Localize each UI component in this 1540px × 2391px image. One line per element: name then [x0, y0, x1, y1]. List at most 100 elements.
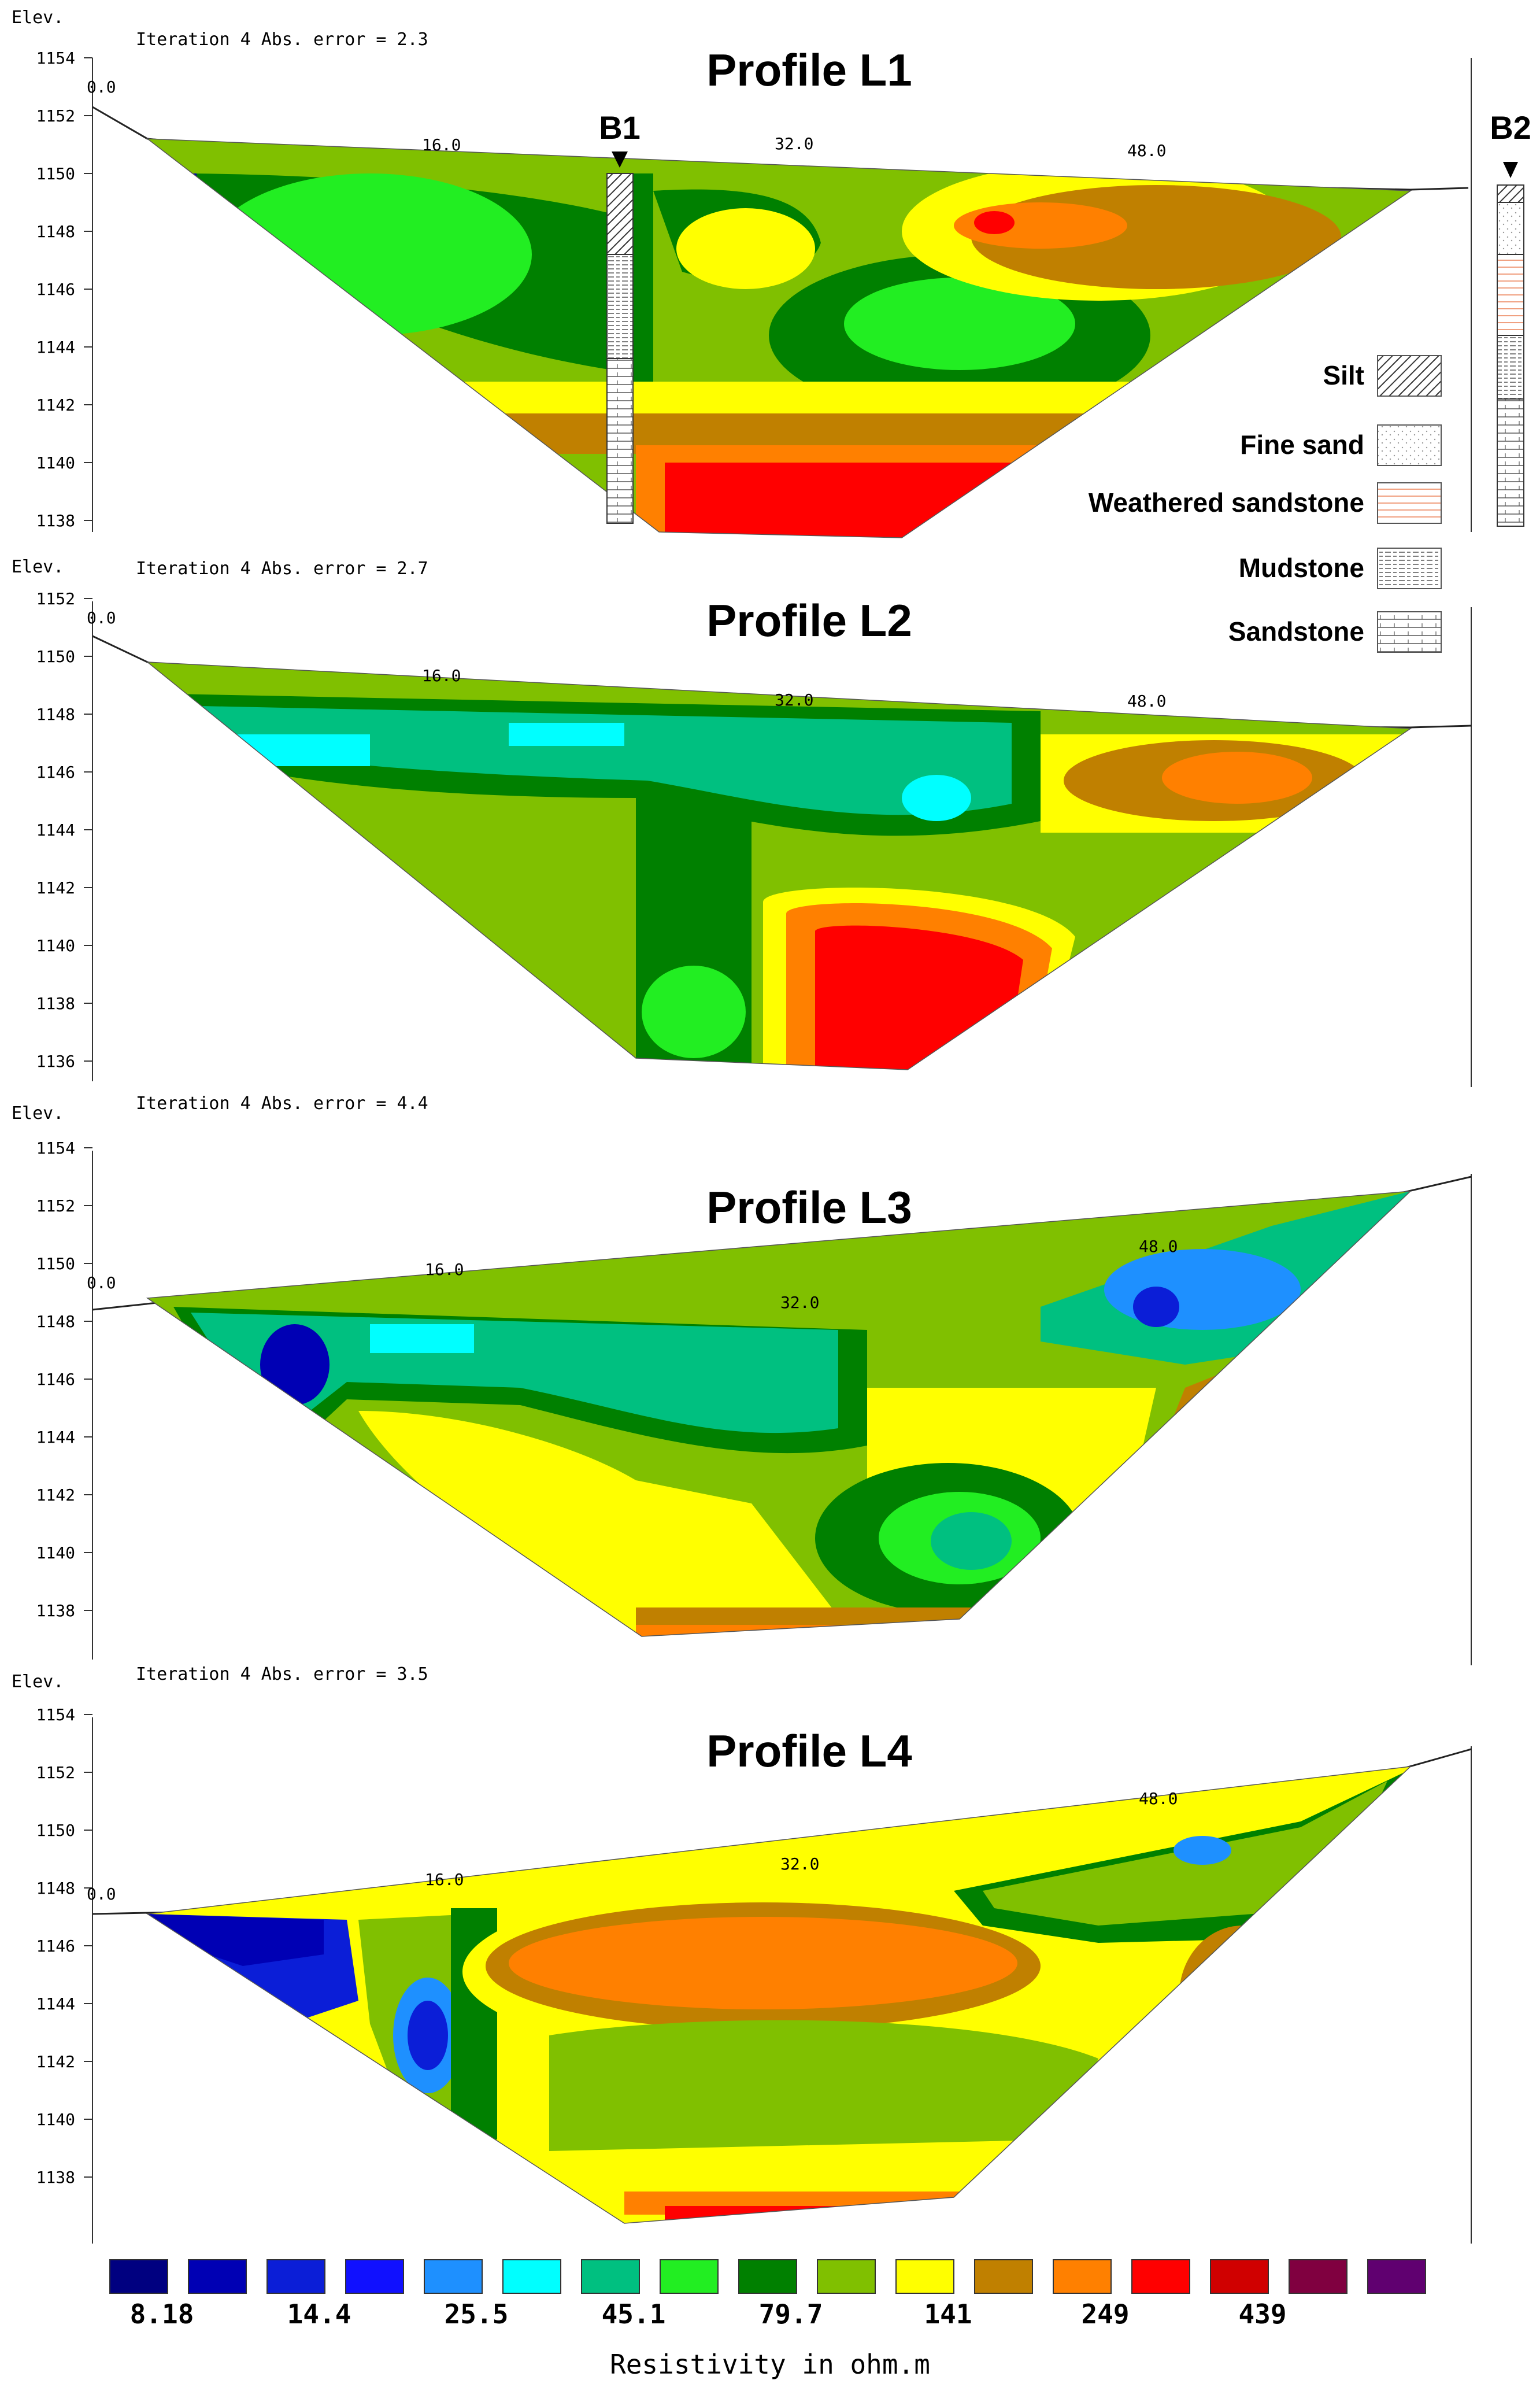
colorbar-tick-label: 14.4 [287, 2298, 351, 2330]
elevation-tick-label: 1144 [36, 821, 75, 840]
distance-label: 32.0 [775, 690, 813, 709]
elevation-ticks: 1152 1150 1148 1146 1144 1142 1140 1138 1136 [36, 589, 92, 1071]
elevation-tick-label: 1148 [36, 222, 75, 241]
elevation-tick-label: 1140 [36, 453, 75, 472]
elevation-tick-label: 1146 [36, 1370, 75, 1389]
profile-l3: Iteration 4 Abs. error = 4.4 Elev. Profi… [12, 1093, 1472, 1665]
colorbar-swatch [1367, 2259, 1426, 2294]
iteration-text: Iteration 4 Abs. error = 4.4 [136, 1093, 428, 1114]
distance-label: 48.0 [1127, 692, 1166, 711]
legend-label: Sandstone [1228, 616, 1364, 646]
elevation-tick-label: 1148 [36, 705, 75, 724]
weathered-sandstone-swatch [1377, 482, 1442, 524]
iteration-text: Iteration 4 Abs. error = 2.3 [136, 29, 428, 50]
legend-label: Fine sand [1240, 430, 1364, 460]
distance-label: 32.0 [780, 1293, 819, 1312]
elevation-tick-label: 1146 [36, 280, 75, 299]
elevation-ticks: 1154 1152 1150 1148 1146 1144 1142 1140 1138 [36, 49, 92, 530]
elevation-tick-label: 1148 [36, 1312, 75, 1331]
colorbar-swatch [266, 2259, 325, 2294]
elevation-tick-label: 1154 [36, 1139, 75, 1158]
elevation-tick-label: 1138 [36, 511, 75, 530]
elevation-tick-label: 1142 [36, 396, 75, 415]
colorbar-swatch [424, 2259, 483, 2294]
colorbar-tick-label: 439 [1238, 2298, 1286, 2330]
profile-title: Profile L2 [706, 595, 912, 646]
elevation-tick-label: 1140 [36, 2110, 75, 2129]
colorbar-tick-label: 141 [924, 2298, 972, 2330]
distance-label: 32.0 [780, 1854, 819, 1873]
colorbar-tick-label: 79.7 [759, 2298, 823, 2330]
distance-label: 0.0 [87, 77, 116, 97]
profile-title: Profile L4 [706, 1725, 912, 1776]
elevation-tick-label: 1138 [36, 994, 75, 1013]
section-outline [146, 662, 1412, 1070]
lithology-legend: Silt Fine sand Weathered sandstone Mudst… [1089, 355, 1442, 653]
elevation-tick-label: 1144 [36, 338, 75, 357]
distance-label: 0.0 [87, 1884, 116, 1904]
distance-label: 0.0 [87, 608, 116, 627]
colorbar-tick-label: 25.5 [445, 2298, 509, 2330]
distance-label: 16.0 [422, 666, 461, 685]
borehole-label: B2 [1490, 109, 1531, 146]
borehole-marker-icon [612, 151, 628, 168]
profile-title: Profile L3 [706, 1182, 912, 1233]
elev-label: Elev. [12, 8, 64, 28]
elevation-tick-label: 1142 [36, 878, 75, 897]
elevation-tick-label: 1142 [36, 1485, 75, 1505]
elevation-tick-label: 1150 [36, 1254, 75, 1273]
elev-label: Elev. [12, 557, 64, 577]
colorbar-tick-label: 8.18 [130, 2298, 194, 2330]
distance-label: 48.0 [1139, 1237, 1178, 1256]
elevation-tick-label: 1140 [36, 936, 75, 955]
elevation-tick-label: 1150 [36, 164, 75, 183]
elevation-tick-label: 1146 [36, 1937, 75, 1956]
elev-label: Elev. [12, 1672, 64, 1692]
mudstone-swatch [1377, 548, 1442, 589]
colorbar-swatch [738, 2259, 797, 2294]
section-outline [146, 1765, 1412, 2224]
section-outline [146, 138, 1412, 538]
distance-label: 0.0 [87, 1273, 116, 1292]
colorbar-swatch [1210, 2259, 1269, 2294]
profile-l4: Iteration 4 Abs. error = 3.5 Elev. Profi… [12, 1664, 1472, 2244]
elevation-tick-label: 1146 [36, 763, 75, 782]
legend-label: Weathered sandstone [1089, 487, 1364, 518]
elevation-tick-label: 1152 [36, 1763, 75, 1782]
colorbar-swatch [502, 2259, 561, 2294]
legend-label: Silt [1323, 360, 1364, 390]
colorbar-tick-label: 249 [1081, 2298, 1129, 2330]
colorbar-title: Resistivity in ohm.m [610, 2349, 930, 2380]
colorbar-tick-label: 45.1 [602, 2298, 666, 2330]
distance-label: 16.0 [425, 1870, 464, 1889]
distance-label: 48.0 [1127, 141, 1166, 160]
elevation-tick-label: 1140 [36, 1543, 75, 1562]
distance-label: 16.0 [422, 135, 461, 154]
elevation-tick-label: 1142 [36, 2052, 75, 2071]
elevation-tick-label: 1154 [36, 1705, 75, 1724]
colorbar-swatch [345, 2259, 404, 2294]
profile-title: Profile L1 [706, 45, 912, 95]
elevation-tick-label: 1144 [36, 1428, 75, 1447]
fine-sand-swatch [1377, 424, 1442, 466]
elevation-tick-label: 1150 [36, 1821, 75, 1840]
colorbar-swatch [974, 2259, 1033, 2294]
elevation-tick-label: 1136 [36, 1052, 75, 1071]
colorbar-swatch [1289, 2259, 1348, 2294]
elevation-tick-label: 1154 [36, 49, 75, 68]
elevation-tick-label: 1152 [36, 1196, 75, 1215]
iteration-text: Iteration 4 Abs. error = 3.5 [136, 1664, 428, 1684]
iteration-text: Iteration 4 Abs. error = 2.7 [136, 559, 428, 579]
elevation-tick-label: 1150 [36, 647, 75, 666]
distance-label: 32.0 [775, 134, 813, 153]
borehole-label: B1 [599, 109, 641, 146]
sandstone-swatch [1377, 611, 1442, 653]
resistivity-colorbar: 8.18 14.4 25.5 45.1 79.7 141 249 439 [109, 2259, 1426, 2330]
elevation-tick-label: 1138 [36, 1601, 75, 1620]
borehole-marker-icon [1503, 162, 1518, 178]
colorbar-swatch [188, 2259, 247, 2294]
elev-label: Elev. [12, 1103, 64, 1124]
elevation-ticks: 1154 1152 1150 1148 1146 1144 1142 1140 1138 [36, 1705, 92, 2187]
section-fill [147, 1767, 1411, 2223]
